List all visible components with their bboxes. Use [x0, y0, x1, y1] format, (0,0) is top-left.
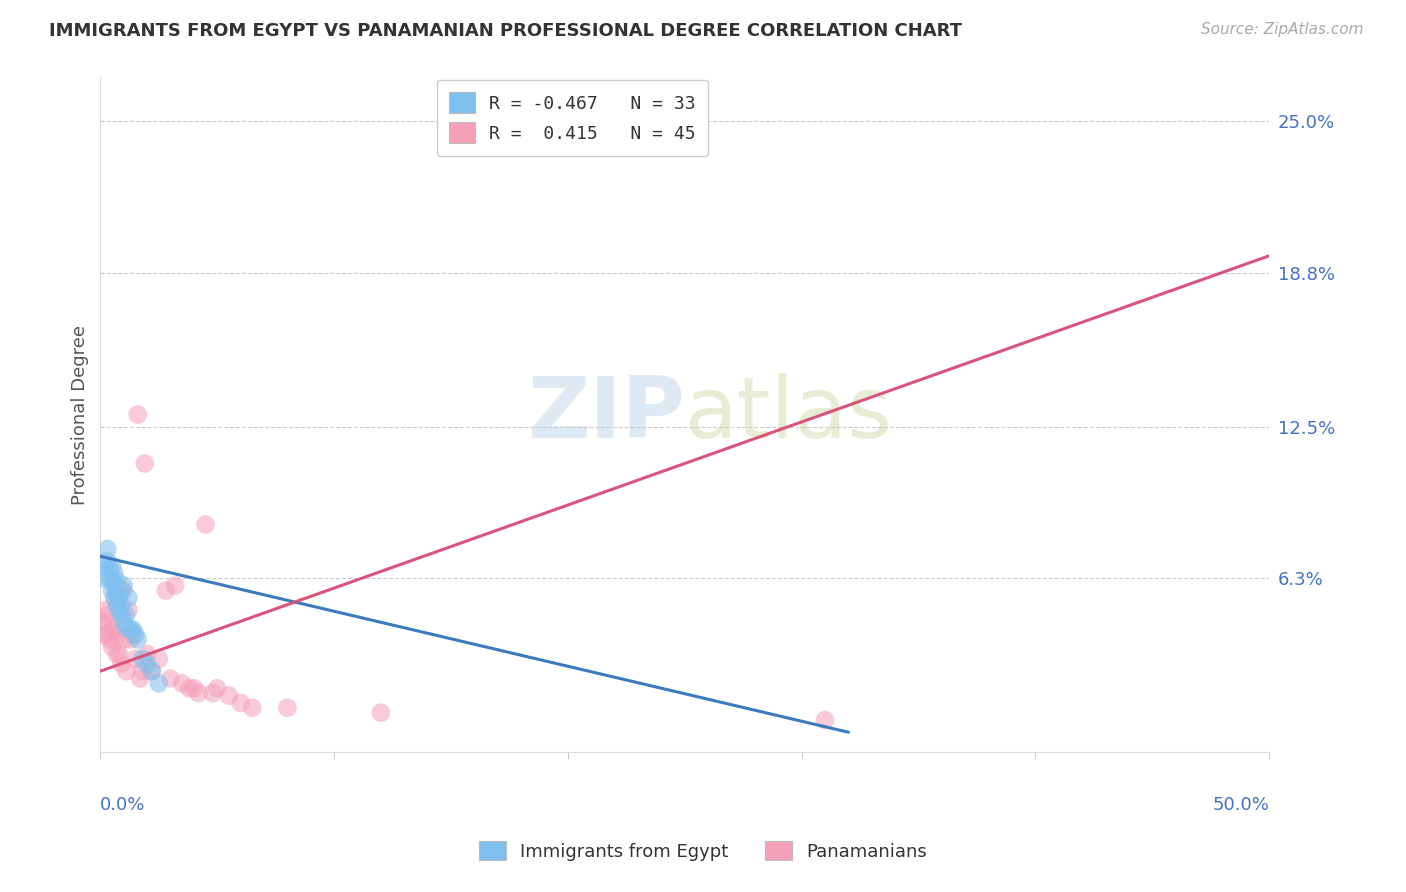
Point [105, 586, 128, 600]
Point [112, 615, 135, 630]
Point [159, 672, 181, 686]
Point [127, 632, 149, 647]
Point [103, 632, 125, 647]
Point [124, 652, 146, 666]
Point [103, 566, 125, 581]
Point [218, 689, 240, 703]
Point [131, 652, 153, 666]
Point [91, 571, 114, 585]
Point [112, 583, 135, 598]
Point [207, 681, 229, 696]
Point [124, 627, 146, 641]
Point [96, 607, 118, 622]
Point [96, 554, 118, 568]
Point [98, 632, 121, 647]
Point [112, 579, 135, 593]
Point [105, 647, 128, 661]
Point [112, 632, 135, 647]
Point [91, 615, 114, 630]
Point [187, 686, 209, 700]
Point [148, 652, 170, 666]
Point [94, 559, 117, 574]
Legend: Immigrants from Egypt, Panamanians: Immigrants from Egypt, Panamanians [470, 831, 936, 870]
Point [115, 664, 138, 678]
Point [101, 640, 124, 654]
Text: 50.0%: 50.0% [1212, 796, 1270, 814]
Point [101, 574, 124, 588]
Point [148, 676, 170, 690]
Point [110, 607, 132, 622]
Point [96, 541, 118, 556]
Point [110, 583, 132, 598]
Text: ZIP: ZIP [527, 373, 685, 456]
Point [172, 676, 194, 690]
Point [103, 591, 125, 605]
Point [115, 607, 138, 622]
Point [98, 615, 121, 630]
Point [110, 657, 132, 671]
Point [183, 681, 205, 696]
Point [115, 620, 138, 634]
Point [101, 583, 124, 598]
Point [127, 408, 149, 422]
Point [117, 603, 139, 617]
Text: IMMIGRANTS FROM EGYPT VS PANAMANIAN PROFESSIONAL DEGREE CORRELATION CHART: IMMIGRANTS FROM EGYPT VS PANAMANIAN PROF… [49, 22, 962, 40]
Point [370, 706, 392, 720]
Point [98, 571, 121, 585]
Point [105, 623, 128, 637]
Point [141, 664, 163, 678]
Point [108, 603, 131, 617]
Text: Source: ZipAtlas.com: Source: ZipAtlas.com [1201, 22, 1364, 37]
Point [141, 664, 163, 678]
Point [240, 700, 263, 714]
Point [117, 591, 139, 605]
Point [131, 664, 153, 678]
Point [110, 598, 132, 612]
Point [155, 583, 177, 598]
Point [101, 623, 124, 637]
Point [201, 686, 224, 700]
Point [814, 713, 837, 727]
Point [103, 579, 125, 593]
Point [94, 603, 117, 617]
Point [229, 696, 252, 710]
Y-axis label: Professional Degree: Professional Degree [72, 325, 89, 505]
Point [134, 457, 156, 471]
Point [122, 627, 145, 641]
Point [96, 627, 118, 641]
Point [108, 591, 131, 605]
Point [136, 647, 159, 661]
Point [179, 681, 201, 696]
Point [101, 559, 124, 574]
Point [165, 579, 187, 593]
Point [122, 623, 145, 637]
Point [136, 657, 159, 671]
Legend: R = -0.467   N = 33, R =  0.415   N = 45: R = -0.467 N = 33, R = 0.415 N = 45 [437, 79, 709, 156]
Point [98, 561, 121, 575]
Text: atlas: atlas [685, 373, 893, 456]
Point [108, 647, 131, 661]
Point [276, 700, 298, 714]
Point [103, 591, 125, 605]
Point [120, 632, 142, 647]
Point [105, 598, 128, 612]
Point [129, 672, 152, 686]
Point [94, 627, 117, 641]
Point [105, 574, 128, 588]
Point [194, 517, 217, 532]
Text: 0.0%: 0.0% [100, 796, 146, 814]
Point [120, 623, 142, 637]
